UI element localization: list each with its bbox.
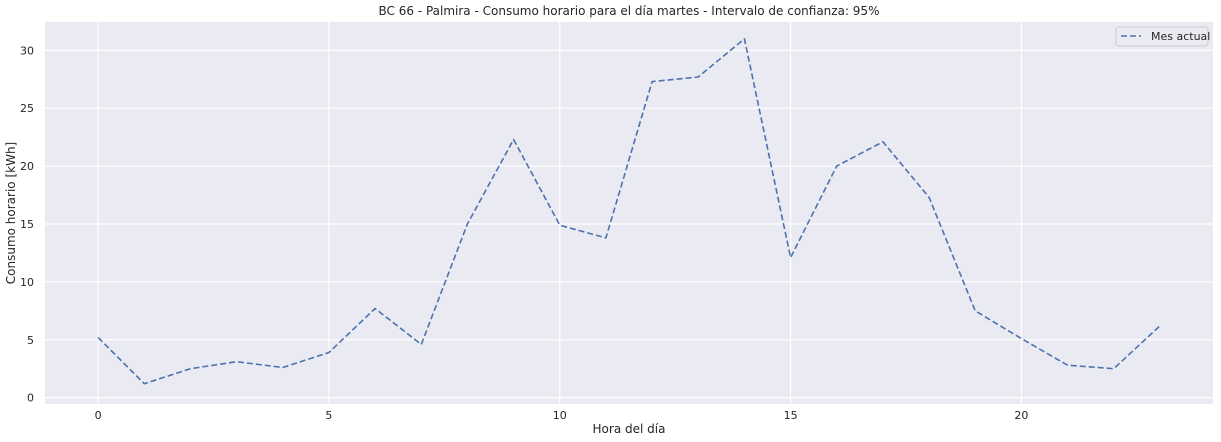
y-tick-label: 0 [27, 392, 34, 405]
legend-label-mes-actual: Mes actual [1151, 30, 1210, 43]
x-tick-label: 15 [784, 409, 798, 422]
legend-box [1115, 26, 1209, 47]
x-axis-label: Hora del día [593, 422, 666, 436]
chart-title: BC 66 - Palmira - Consumo horario para e… [379, 4, 880, 18]
series-line-mes-actual [97, 37, 1161, 385]
y-tick-label: 15 [20, 218, 34, 231]
tick-labels: 0 5 10 15 20 0 5 10 15 20 25 30 [20, 44, 1028, 422]
x-tick-label: 5 [325, 409, 332, 422]
y-tick-label: 20 [20, 160, 34, 173]
x-tick-label: 0 [95, 409, 102, 422]
series-layer [97, 37, 1161, 385]
y-tick-label: 25 [20, 102, 34, 115]
legend: Mes actual [1115, 26, 1210, 47]
x-tick-label: 10 [553, 409, 567, 422]
y-tick-label: 30 [20, 44, 34, 57]
x-tick-label: 20 [1014, 409, 1028, 422]
plot-area [45, 22, 1213, 404]
y-tick-label: 10 [20, 276, 34, 289]
grid-lines [45, 22, 1213, 404]
y-axis-label: Consumo horario [kWh] [4, 142, 18, 284]
y-tick-label: 5 [27, 334, 34, 347]
